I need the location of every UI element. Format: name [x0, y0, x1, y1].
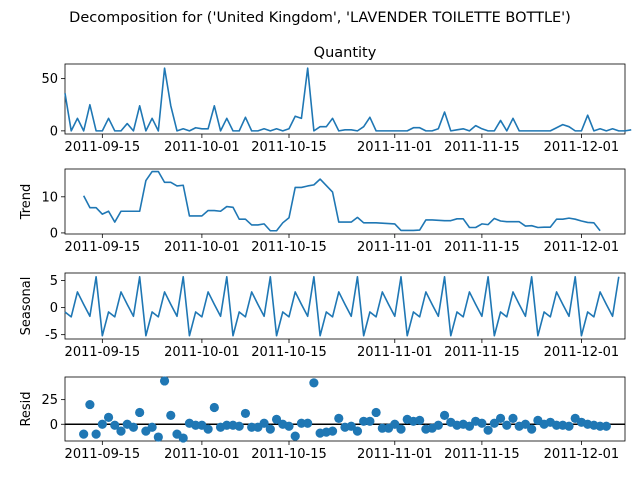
- axes-frame: [64, 168, 626, 235]
- panel-2: Trend 0 10 2011-09-15 2011-10-01 2011-10-15 20…: [19, 168, 626, 255]
- x-tick-label: 2011-10-15: [251, 140, 327, 155]
- x-tick-label: 2011-12-01: [544, 240, 620, 255]
- resid-point: [527, 424, 537, 434]
- resid-point: [159, 376, 170, 386]
- resid-point: [327, 426, 338, 436]
- x-tick-label: 2011-10-01: [164, 140, 240, 155]
- x-tick-label: 2011-09-15: [65, 447, 141, 462]
- y-tick-label: -5: [45, 328, 58, 343]
- resid-point: [153, 432, 163, 442]
- y-tick-label: 0: [50, 124, 58, 139]
- resid-point: [135, 407, 145, 418]
- resid-point: [147, 422, 157, 432]
- x-tick-label: 2011-10-01: [164, 240, 240, 255]
- resid-point: [483, 425, 493, 435]
- resid-point: [290, 431, 300, 441]
- resid-point: [234, 421, 244, 431]
- resid-point: [601, 421, 611, 431]
- axes-frame: [64, 376, 626, 442]
- resid-point: [365, 416, 375, 426]
- resid-point: [166, 410, 176, 420]
- x-tick-label: 2011-11-01: [357, 345, 433, 360]
- resid-point: [97, 419, 107, 429]
- y-tick-label: 5: [50, 274, 58, 289]
- x-tick-label: 2011-10-15: [251, 447, 327, 462]
- resid-point: [209, 402, 219, 413]
- resid-point: [564, 421, 574, 431]
- resid-point: [495, 413, 506, 423]
- x-tick-label: 2011-11-01: [357, 447, 433, 462]
- x-tick-label: 2011-11-15: [444, 240, 520, 255]
- resid-point: [390, 419, 400, 429]
- resid-point: [502, 420, 512, 430]
- resid-point: [91, 429, 101, 439]
- resid-point: [265, 424, 275, 434]
- y-tick-label: 50: [41, 72, 58, 87]
- x-tick-label: 2011-12-01: [544, 447, 620, 462]
- x-tick-label: 2011-09-15: [65, 140, 141, 155]
- resid-point: [309, 378, 319, 388]
- x-tick-label: 2011-10-01: [164, 447, 240, 462]
- resid-point: [110, 420, 120, 430]
- resid-point: [116, 426, 126, 436]
- resid-point: [439, 410, 450, 420]
- resid-point: [371, 407, 381, 418]
- resid-point: [346, 421, 356, 431]
- x-tick-label: 2011-10-15: [251, 345, 327, 360]
- y-axis-label: Resid: [19, 391, 34, 426]
- x-tick-label: 2011-12-01: [544, 140, 620, 155]
- resid-point: [271, 414, 282, 424]
- y-tick-label: 25: [41, 393, 58, 408]
- x-tick-label: 2011-11-15: [444, 447, 520, 462]
- series-line: [64, 67, 632, 132]
- resid-point: [303, 418, 313, 428]
- resid-point: [128, 422, 139, 432]
- resid-point: [103, 412, 114, 422]
- resid-point: [259, 418, 269, 428]
- resid-point: [415, 415, 425, 425]
- x-tick-label: 2011-09-15: [65, 345, 141, 360]
- y-tick-label: 0: [50, 418, 58, 433]
- figure-suptitle: Decomposition for ('United Kingdom', 'LA…: [69, 10, 571, 26]
- resid-point: [433, 420, 443, 430]
- resid-point: [477, 418, 487, 428]
- x-tick-label: 2011-11-01: [357, 140, 433, 155]
- x-tick-label: 2011-11-15: [444, 345, 520, 360]
- resid-point: [352, 426, 363, 436]
- y-tick-label: 0: [50, 226, 58, 241]
- resid-point: [178, 433, 188, 443]
- resid-point: [203, 424, 213, 434]
- resid-point: [464, 421, 475, 431]
- resid-point: [489, 418, 499, 428]
- axes-frame: [64, 272, 626, 340]
- resid-point: [79, 429, 89, 439]
- resid-point: [240, 408, 251, 419]
- panel-1: Quantity 0 50 2011-09-15 2011-10-01 2011-10-1…: [41, 45, 632, 155]
- x-tick-label: 2011-09-15: [65, 240, 141, 255]
- y-tick-label: 10: [41, 190, 58, 205]
- panel-3: Seasonal -5 0 5 2011-09-15 2011-10-01 2011-10-…: [19, 272, 626, 360]
- series-line: [64, 275, 620, 337]
- x-tick-label: 2011-10-01: [164, 345, 240, 360]
- resid-point: [396, 424, 406, 434]
- axes-frame: [64, 63, 626, 135]
- x-tick-label: 2011-11-15: [444, 140, 520, 155]
- panel-title: Quantity: [314, 45, 377, 61]
- x-tick-label: 2011-11-01: [357, 240, 433, 255]
- x-tick-label: 2011-12-01: [544, 345, 620, 360]
- resid-point: [334, 413, 344, 423]
- y-axis-label: Trend: [19, 184, 34, 221]
- series-line: [82, 170, 601, 232]
- y-axis-label: Seasonal: [19, 277, 34, 336]
- y-tick-label: 0: [50, 301, 58, 316]
- resid-point: [284, 421, 294, 431]
- resid-point: [520, 419, 531, 429]
- panel-4: Resid 0 25 2011-09-15 2011-10-01 2011-10-15 20…: [19, 376, 626, 462]
- resid-point: [508, 413, 518, 423]
- resid-point: [85, 399, 95, 410]
- x-tick-label: 2011-10-15: [251, 240, 327, 255]
